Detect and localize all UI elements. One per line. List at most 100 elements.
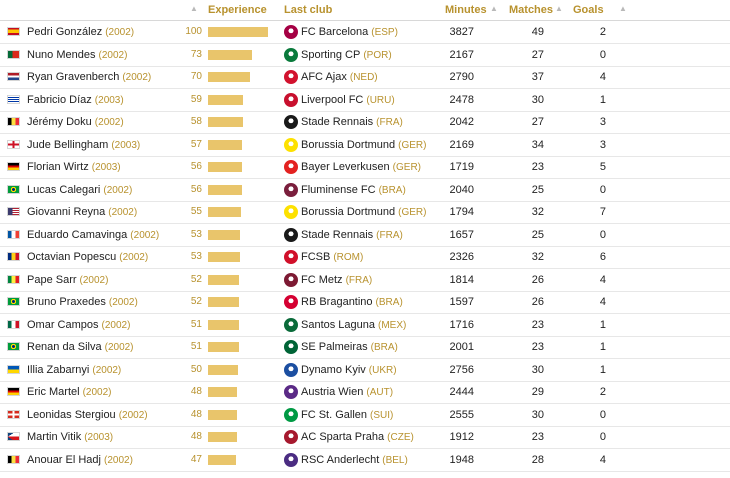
club-cell[interactable]: Sporting CP (POR) (301, 49, 392, 61)
club-name[interactable]: AC Sparta Praha (301, 431, 385, 443)
club-name[interactable]: AFC Ajax (301, 71, 347, 83)
club-cell[interactable]: Santos Laguna (MEX) (301, 319, 406, 331)
club-name[interactable]: Liverpool FC (301, 93, 364, 106)
club-cell[interactable]: FC St. Gallen (SUI) (301, 409, 393, 421)
club-name[interactable]: Dynamo Kyiv (301, 363, 366, 376)
player-cell[interactable]: Eduardo Camavinga (2002) (27, 229, 159, 241)
club-name[interactable]: Fluminense FC (301, 183, 376, 196)
table-row[interactable]: Illia Zabarnyi (2002) 50 Dynamo Kyiv (UKR) 27… (0, 359, 730, 382)
player-name[interactable]: Bruno Praxedes (27, 296, 106, 308)
player-cell[interactable]: Illia Zabarnyi (2002) (27, 364, 121, 376)
table-row[interactable]: Jérémy Doku (2002) 58 Stade Rennais (FRA) 204… (0, 111, 730, 134)
sort-icon[interactable]: ▲ (190, 4, 198, 13)
table-row[interactable]: Eduardo Camavinga (2002) 53 Stade Rennais (F… (0, 224, 730, 247)
table-row[interactable]: Leonidas Stergiou (2002) 48 FC St. Gallen (S… (0, 404, 730, 427)
player-name[interactable]: Pape Sarr (27, 273, 77, 286)
table-row[interactable]: Eric Martel (2002) 48 Austria Wien (AUT) 2444… (0, 381, 730, 404)
player-name[interactable]: Lucas Calegari (27, 183, 101, 196)
club-cell[interactable]: Fluminense FC (BRA) (301, 184, 406, 196)
player-name[interactable]: Eric Martel (27, 386, 80, 398)
player-name[interactable]: Jude Bellingham (27, 138, 109, 151)
club-name[interactable]: FC Metz (301, 273, 343, 286)
club-cell[interactable]: FC Metz (FRA) (301, 274, 372, 286)
club-cell[interactable]: RSC Anderlecht (BEL) (301, 454, 408, 466)
player-cell[interactable]: Omar Campos (2002) (27, 319, 130, 331)
player-cell[interactable]: Leonidas Stergiou (2002) (27, 409, 148, 421)
player-cell[interactable]: Pape Sarr (2002) (27, 274, 108, 286)
player-name[interactable]: Florian Wirtz (27, 161, 89, 173)
table-row[interactable]: Bruno Praxedes (2002) 52 RB Bragantino (BRA)… (0, 291, 730, 314)
sort-icon[interactable]: ▲ (619, 4, 627, 13)
club-cell[interactable]: Borussia Dortmund (GER) (301, 139, 427, 151)
table-row[interactable]: Giovanni Reyna (2002) 55 Borussia Dortmund(… (0, 201, 730, 224)
sort-icon[interactable]: ▲ (555, 4, 563, 13)
player-cell[interactable]: Anouar El Hadj (2002) (27, 454, 133, 466)
header-matches[interactable]: Matches (509, 4, 554, 16)
club-name[interactable]: RB Bragantino (301, 296, 373, 308)
player-cell[interactable]: Giovanni Reyna (2002) (27, 206, 137, 218)
player-name[interactable]: Renan da Silva (27, 341, 102, 353)
player-cell[interactable]: Nuno Mendes (2002) (27, 49, 127, 61)
club-cell[interactable]: SE Palmeiras (BRA) (301, 341, 398, 353)
table-row[interactable]: Martin Vitik (2003) 48 AC Sparta Praha (CZE)… (0, 426, 730, 449)
club-name[interactable]: SE Palmeiras (301, 341, 368, 353)
table-row[interactable]: Florian Wirtz (2003) 56 Bayer Leverkusen (GE… (0, 156, 730, 179)
table-row[interactable]: Lucas Calegari (2002) 56 Fluminense FC (BRA)… (0, 179, 730, 202)
player-cell[interactable]: Martin Vitik (2003) (27, 431, 113, 443)
club-cell[interactable]: Stade Rennais (FRA) (301, 229, 403, 241)
header-experience[interactable]: Experience (208, 4, 267, 16)
player-name[interactable]: Illia Zabarnyi (27, 363, 90, 376)
player-cell[interactable]: Eric Martel (2002) (27, 386, 111, 398)
player-name[interactable]: Leonidas Stergiou (27, 408, 116, 421)
club-cell[interactable]: Liverpool FC (URU) (301, 94, 395, 106)
club-name[interactable]: Sporting CP (301, 48, 361, 61)
player-name[interactable]: Ryan Gravenberch (27, 71, 120, 83)
club-name[interactable]: Stade Rennais (301, 116, 374, 128)
player-name[interactable]: Giovanni Reyna (27, 206, 106, 218)
player-cell[interactable]: Renan da Silva (2002) (27, 341, 134, 353)
player-cell[interactable]: Fabricio Díaz (2003) (27, 94, 124, 106)
club-cell[interactable]: Stade Rennais (FRA) (301, 116, 403, 128)
header-last-club[interactable]: Last club (284, 4, 333, 16)
player-cell[interactable]: Florian Wirtz (2003) (27, 161, 121, 173)
header-goals[interactable]: Goals (573, 4, 604, 16)
club-name[interactable]: RSC Anderlecht (301, 453, 380, 466)
player-cell[interactable]: Jude Bellingham (2003) (27, 139, 140, 151)
player-name[interactable]: Anouar El Hadj (27, 453, 101, 466)
player-cell[interactable]: Octavian Popescu (2002) (27, 251, 148, 263)
player-cell[interactable]: Jérémy Doku (2002) (27, 116, 124, 128)
club-name[interactable]: Santos Laguna (301, 318, 376, 331)
table-row[interactable]: Renan da Silva (2002) 51 SE Palmeiras (BRA) 2… (0, 336, 730, 359)
player-name[interactable]: Jérémy Doku (27, 116, 92, 128)
table-row[interactable]: Nuno Mendes (2002) 73 Sporting CP (POR) 2167 2… (0, 44, 730, 67)
table-row[interactable]: Jude Bellingham (2003) 57 Borussia Dortmund… (0, 134, 730, 157)
table-row[interactable]: Pape Sarr (2002) 52 FC Metz (FRA) 1814 26 4 (0, 269, 730, 292)
player-cell[interactable]: Pedri González (2002) (27, 26, 134, 38)
player-name[interactable]: Martin Vitik (27, 431, 82, 443)
player-cell[interactable]: Ryan Gravenberch (2002) (27, 71, 151, 83)
table-row[interactable]: Anouar El Hadj (2002) 47 RSC Anderlecht (BEL… (0, 449, 730, 472)
table-row[interactable]: Octavian Popescu (2002) 53 FCSB (ROM) 2326 32 6 (0, 246, 730, 269)
player-name[interactable]: Eduardo Camavinga (27, 228, 128, 241)
club-cell[interactable]: AFC Ajax (NED) (301, 71, 378, 83)
club-cell[interactable]: Bayer Leverkusen (GER) (301, 161, 421, 173)
table-row[interactable]: Pedri González (2002) 100 FC Barcelona (ESP)… (0, 21, 730, 44)
player-name[interactable]: Omar Campos (27, 318, 99, 331)
player-name[interactable]: Pedri González (27, 26, 103, 38)
club-cell[interactable]: RB Bragantino (BRA) (301, 296, 403, 308)
table-row[interactable]: Fabricio Díaz (2003) 59 Liverpool FC (URU) 24… (0, 89, 730, 112)
player-name[interactable]: Fabricio Díaz (27, 93, 92, 106)
club-name[interactable]: FC Barcelona (301, 26, 369, 38)
table-row[interactable]: Omar Campos (2002) 51 Santos Laguna (MEX) 171… (0, 314, 730, 337)
club-cell[interactable]: Borussia Dortmund (GER) (301, 206, 427, 218)
club-name[interactable]: Borussia Dortmund (301, 138, 396, 151)
header-minutes[interactable]: Minutes (445, 4, 487, 16)
club-name[interactable]: Borussia Dortmund (301, 206, 396, 218)
table-row[interactable]: Ryan Gravenberch (2002) 70 AFC Ajax (NED) 279… (0, 66, 730, 89)
club-name[interactable]: FCSB (301, 251, 331, 263)
club-name[interactable]: FC St. Gallen (301, 408, 368, 421)
club-name[interactable]: Stade Rennais (301, 228, 374, 241)
club-cell[interactable]: AC Sparta Praha (CZE) (301, 431, 414, 443)
sort-icon[interactable]: ▲ (490, 4, 498, 13)
club-cell[interactable]: FC Barcelona (ESP) (301, 26, 398, 38)
